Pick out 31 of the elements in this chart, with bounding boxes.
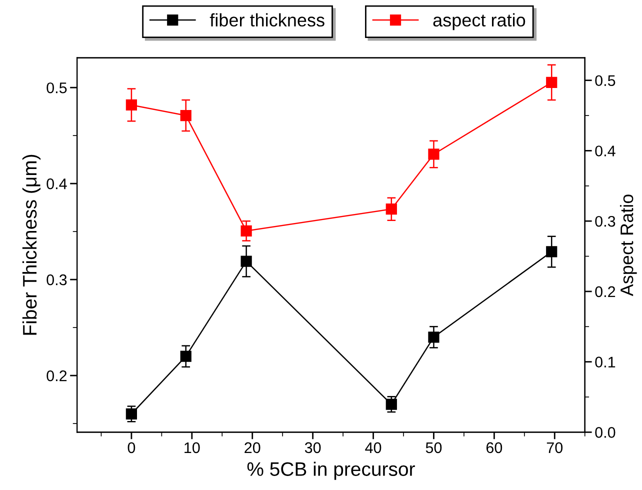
x-tick-label: 20	[244, 442, 260, 454]
x-tick-label: 50	[426, 442, 442, 454]
legend-label: fiber thickness	[210, 13, 324, 27]
y2-tick-label: 0.0	[595, 427, 616, 438]
x-tick-label: 10	[184, 442, 200, 454]
y2-tick-label: 0.1	[595, 356, 616, 368]
y-axis-title: Fiber Thickness (μm)	[22, 154, 41, 335]
x-tick-label: 0	[128, 442, 136, 454]
y2-tick-label: 0.2	[595, 286, 616, 298]
y-tick-label: 0.2	[46, 370, 67, 382]
y-tick-label: 0.4	[46, 178, 67, 190]
y2-tick-label: 0.3	[595, 216, 616, 227]
x-axis-title: % 5CB in precursor	[247, 462, 415, 480]
y2-tick-label: 0.4	[595, 146, 616, 156]
point	[428, 332, 440, 343]
x-tick-label: 40	[365, 442, 382, 454]
point	[126, 408, 138, 420]
y2-tick-label: 0.5	[595, 75, 616, 86]
point	[386, 398, 397, 410]
point	[546, 76, 558, 88]
legend-label: aspect ratio	[433, 13, 526, 30]
y-tick-label: 0.3	[46, 274, 67, 286]
x-tick-label: 60	[486, 442, 502, 454]
y2-axis-title: Aspect Ratio	[620, 194, 637, 296]
point	[428, 148, 440, 160]
point	[546, 246, 558, 258]
point	[126, 99, 138, 111]
x-tick-label: 30	[304, 442, 321, 454]
point	[386, 204, 397, 215]
y-tick-label: 0.5	[46, 82, 67, 94]
x-tick-label: 70	[546, 442, 563, 454]
